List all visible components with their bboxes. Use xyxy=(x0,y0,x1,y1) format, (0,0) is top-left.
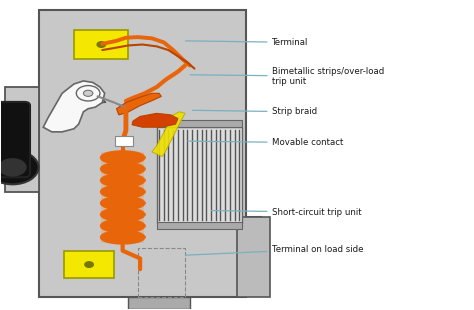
Circle shape xyxy=(97,42,106,47)
Polygon shape xyxy=(43,81,105,132)
Bar xyxy=(104,188,142,195)
Bar xyxy=(74,30,128,59)
Polygon shape xyxy=(101,197,144,209)
Bar xyxy=(104,200,142,206)
Polygon shape xyxy=(101,209,144,220)
Bar xyxy=(104,177,142,184)
Polygon shape xyxy=(128,297,190,309)
Polygon shape xyxy=(101,186,144,198)
Polygon shape xyxy=(152,112,185,157)
Circle shape xyxy=(0,158,27,177)
Bar xyxy=(156,222,242,229)
Polygon shape xyxy=(101,231,144,243)
Bar xyxy=(115,136,133,146)
FancyBboxPatch shape xyxy=(237,217,270,297)
Text: Strip braid: Strip braid xyxy=(192,107,318,116)
Bar xyxy=(156,127,242,223)
Bar xyxy=(64,251,114,278)
Circle shape xyxy=(85,262,93,267)
Bar xyxy=(104,211,142,218)
FancyBboxPatch shape xyxy=(0,102,30,177)
Polygon shape xyxy=(132,113,178,127)
Polygon shape xyxy=(101,152,144,163)
Text: Movable contact: Movable contact xyxy=(188,138,344,147)
Text: Short-circuit trip unit: Short-circuit trip unit xyxy=(211,208,362,217)
Polygon shape xyxy=(101,175,144,186)
Text: Bimetallic strips/over-load
trip unit: Bimetallic strips/over-load trip unit xyxy=(190,67,385,86)
Bar xyxy=(104,223,142,229)
Polygon shape xyxy=(101,163,144,175)
Bar xyxy=(104,234,142,241)
Circle shape xyxy=(0,150,38,184)
Bar xyxy=(101,152,144,243)
Polygon shape xyxy=(117,93,161,115)
Polygon shape xyxy=(38,10,261,297)
Circle shape xyxy=(76,86,100,101)
Polygon shape xyxy=(101,220,144,232)
Bar xyxy=(104,166,142,172)
Text: Terminal: Terminal xyxy=(185,38,309,47)
Bar xyxy=(156,120,242,127)
Circle shape xyxy=(83,90,93,96)
Bar xyxy=(104,154,142,161)
Bar xyxy=(138,248,185,297)
Polygon shape xyxy=(5,87,38,192)
Text: Terminal on load side: Terminal on load side xyxy=(185,245,364,255)
